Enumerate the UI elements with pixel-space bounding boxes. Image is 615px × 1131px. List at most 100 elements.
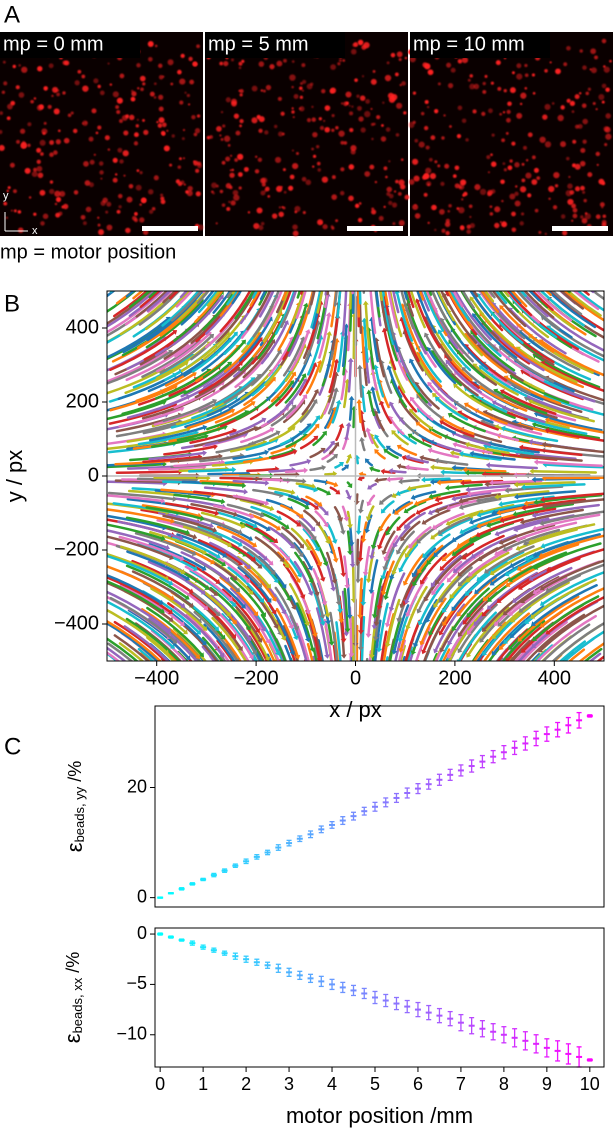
flow-arrowhead <box>324 251 330 255</box>
error-point <box>404 999 411 1014</box>
flow-streak <box>305 495 321 506</box>
flow-streak <box>219 291 241 317</box>
bead <box>49 180 54 184</box>
flow-arrowhead <box>429 731 435 736</box>
flow-streak <box>298 484 316 491</box>
flow-arrowhead <box>419 739 425 744</box>
flow-arrowhead <box>370 257 376 261</box>
bead <box>342 59 346 62</box>
flow-arrowhead <box>346 614 353 619</box>
flow-arrowhead <box>404 552 410 558</box>
flow-streak <box>107 351 171 385</box>
flow-streak <box>392 431 409 446</box>
flow-streak <box>376 477 388 482</box>
bead <box>487 192 492 197</box>
flow-arrowhead <box>395 256 401 261</box>
flow-streak <box>235 397 270 421</box>
flow-streak <box>202 316 245 361</box>
bead <box>310 82 314 86</box>
bead <box>581 103 587 109</box>
flow-streak <box>206 291 221 307</box>
flow-arrowhead <box>378 526 384 532</box>
flow-arrowhead <box>251 649 257 655</box>
flow-streak <box>532 469 597 474</box>
flow-streak <box>370 435 379 449</box>
flow-streak <box>123 625 170 661</box>
bead <box>572 213 578 219</box>
bead <box>412 120 416 124</box>
x-tick-label: −400 <box>134 667 179 689</box>
flow-streak <box>541 570 604 605</box>
flow-streak <box>434 603 466 652</box>
flow-arrowhead <box>371 671 377 675</box>
bead <box>393 190 397 193</box>
flow-arrowhead <box>408 737 414 742</box>
flow-streak <box>522 370 584 401</box>
flow-arrowhead <box>273 274 279 279</box>
bead <box>408 179 415 185</box>
flow-streak <box>284 644 293 661</box>
flow-arrowhead <box>329 440 335 446</box>
flow-streak <box>249 291 261 307</box>
flow-streak <box>248 431 279 446</box>
bead <box>585 91 590 96</box>
flow-arrowhead <box>189 285 194 290</box>
flow-arrowhead <box>389 575 395 581</box>
flow-arrowhead <box>503 375 509 381</box>
error-point <box>468 1016 475 1035</box>
flow-arrowhead <box>419 579 425 585</box>
flow-streak <box>268 526 294 547</box>
flow-arrowhead <box>475 690 480 695</box>
flow-arrowhead <box>297 724 303 729</box>
flow-arrowhead <box>264 638 271 644</box>
bead <box>511 141 516 146</box>
bead <box>312 154 317 158</box>
flow-streak <box>432 554 462 586</box>
flow-arrowhead <box>186 257 191 262</box>
bead <box>338 130 345 137</box>
bead <box>54 190 61 197</box>
flow-streak <box>382 500 395 512</box>
bead <box>256 207 263 214</box>
flow-arrowhead <box>372 636 379 641</box>
flow-streak <box>107 480 165 485</box>
flow-arrowhead <box>357 692 363 696</box>
bead <box>414 204 417 207</box>
bead <box>112 177 118 183</box>
flow-streak <box>107 554 172 585</box>
flow-arrowhead <box>193 708 198 713</box>
flow-arrowhead <box>248 589 254 595</box>
flow-arrowhead <box>315 415 321 421</box>
flow-streak <box>405 500 427 512</box>
flow-arrowhead <box>415 509 421 515</box>
bead <box>239 124 242 128</box>
flow-streak <box>270 443 295 455</box>
flow-arrowhead <box>541 441 547 448</box>
bead <box>563 62 568 67</box>
flow-arrowhead <box>473 620 479 626</box>
bead <box>587 172 593 178</box>
bead <box>500 179 505 185</box>
bead <box>219 61 224 66</box>
bead <box>98 161 104 166</box>
flow-arrowhead <box>381 662 387 666</box>
flow-streak <box>536 413 603 432</box>
bead <box>160 199 166 205</box>
flow-streak <box>383 291 390 316</box>
flow-arrowhead <box>369 466 374 472</box>
bead <box>294 210 298 214</box>
bead <box>580 147 586 154</box>
bead <box>580 215 584 219</box>
flow-streak <box>196 291 210 305</box>
flow-arrowhead <box>493 686 498 691</box>
flow-arrowhead <box>349 246 355 250</box>
flow-streak <box>472 395 516 419</box>
flow-arrowhead <box>295 670 301 675</box>
flow-streak <box>448 607 484 657</box>
flow-arrowhead <box>445 520 451 526</box>
flow-arrowhead <box>476 522 482 529</box>
x-tick-label: 9 <box>542 1074 552 1094</box>
flow-arrowhead <box>522 661 527 666</box>
flow-arrowhead <box>532 525 537 532</box>
flow-streak <box>568 648 586 661</box>
